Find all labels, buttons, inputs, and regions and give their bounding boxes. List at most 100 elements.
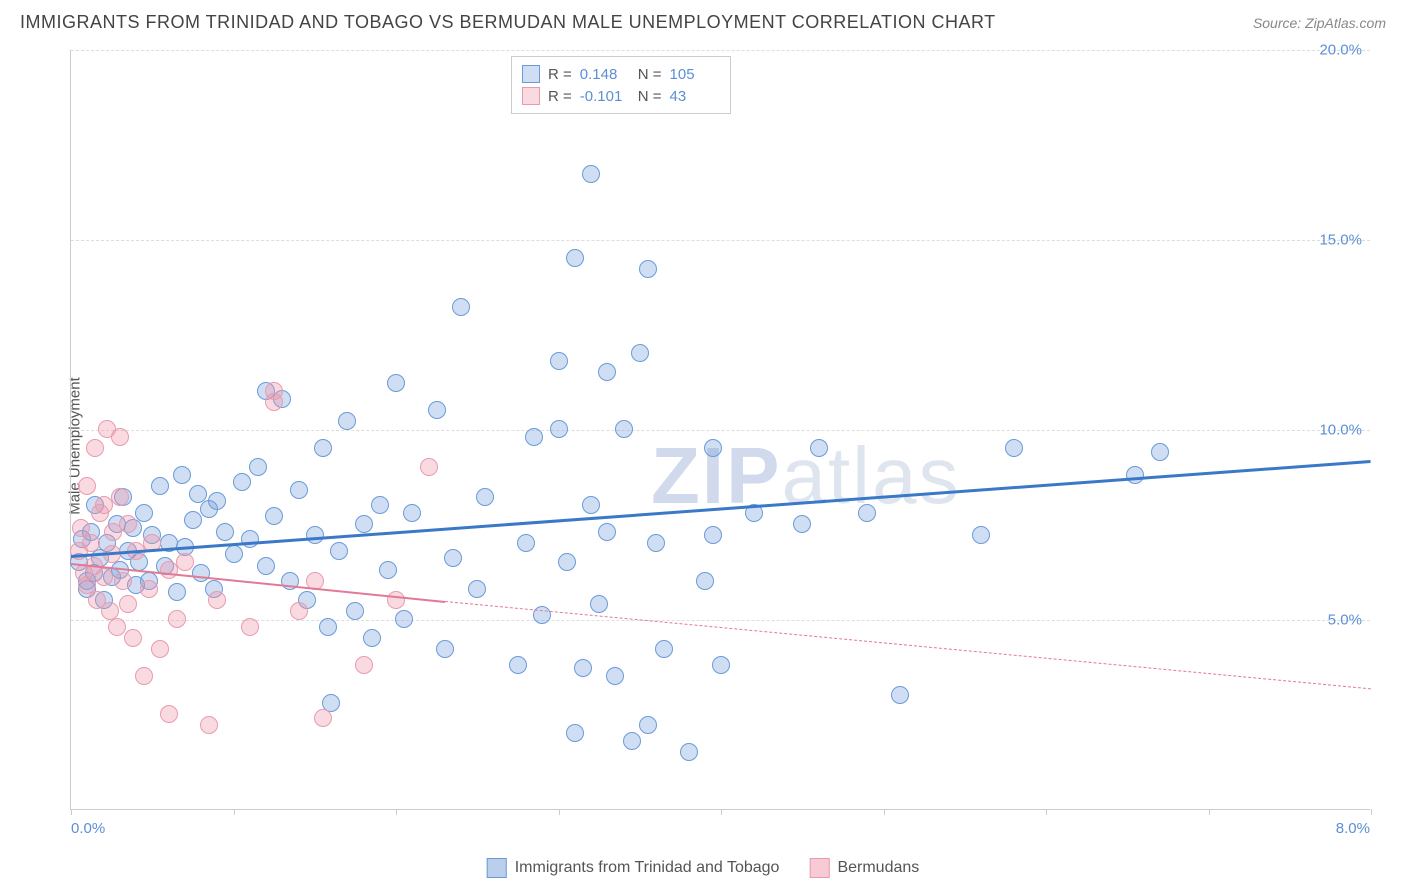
scatter-point xyxy=(265,393,283,411)
x-tick xyxy=(559,809,560,815)
scatter-point xyxy=(810,439,828,457)
correlation-stats-box: R =0.148N =105R =-0.101N =43 xyxy=(511,56,731,114)
y-tick-label: 20.0% xyxy=(1319,42,1362,59)
scatter-point xyxy=(151,477,169,495)
gridline xyxy=(71,620,1370,621)
scatter-point xyxy=(173,466,191,484)
scatter-point xyxy=(566,724,584,742)
scatter-point xyxy=(208,591,226,609)
scatter-point xyxy=(574,659,592,677)
legend-label: Bermudans xyxy=(837,859,919,877)
stats-r-value: -0.101 xyxy=(580,88,630,105)
y-tick-label: 15.0% xyxy=(1319,232,1362,249)
scatter-point xyxy=(712,656,730,674)
scatter-point xyxy=(647,534,665,552)
x-tick xyxy=(396,809,397,815)
scatter-point xyxy=(623,732,641,750)
scatter-point xyxy=(257,557,275,575)
scatter-point xyxy=(290,481,308,499)
scatter-point xyxy=(631,344,649,362)
scatter-point xyxy=(241,618,259,636)
x-tick xyxy=(234,809,235,815)
y-tick-label: 5.0% xyxy=(1328,612,1362,629)
scatter-point xyxy=(387,374,405,392)
scatter-point xyxy=(704,526,722,544)
x-tick xyxy=(1046,809,1047,815)
scatter-point xyxy=(140,580,158,598)
x-tick-label-left: 0.0% xyxy=(71,820,105,837)
scatter-point xyxy=(111,488,129,506)
gridline xyxy=(71,430,1370,431)
scatter-point xyxy=(582,165,600,183)
scatter-point xyxy=(241,530,259,548)
scatter-point xyxy=(371,496,389,514)
scatter-point xyxy=(160,705,178,723)
scatter-point xyxy=(517,534,535,552)
scatter-point xyxy=(639,716,657,734)
scatter-point xyxy=(525,428,543,446)
legend-swatch xyxy=(809,858,829,878)
scatter-point xyxy=(476,488,494,506)
scatter-point xyxy=(216,523,234,541)
legend: Immigrants from Trinidad and TobagoBermu… xyxy=(487,858,920,878)
stats-row: R =0.148N =105 xyxy=(522,63,720,85)
chart-title: IMMIGRANTS FROM TRINIDAD AND TOBAGO VS B… xyxy=(20,12,996,33)
scatter-point xyxy=(566,249,584,267)
x-tick xyxy=(1209,809,1210,815)
stats-swatch xyxy=(522,65,540,83)
scatter-point xyxy=(135,504,153,522)
scatter-point xyxy=(208,492,226,510)
scatter-point xyxy=(184,511,202,529)
scatter-point xyxy=(680,743,698,761)
scatter-point xyxy=(550,420,568,438)
scatter-point xyxy=(420,458,438,476)
scatter-point xyxy=(550,352,568,370)
scatter-point xyxy=(444,549,462,567)
scatter-point xyxy=(436,640,454,658)
scatter-point xyxy=(95,568,113,586)
scatter-point xyxy=(200,716,218,734)
stats-n-value: 43 xyxy=(670,88,720,105)
scatter-point xyxy=(639,260,657,278)
scatter-point xyxy=(598,523,616,541)
scatter-point xyxy=(704,439,722,457)
scatter-point xyxy=(509,656,527,674)
scatter-point xyxy=(972,526,990,544)
scatter-point xyxy=(119,515,137,533)
source-attribution: Source: ZipAtlas.com xyxy=(1253,15,1386,31)
scatter-point xyxy=(119,595,137,613)
scatter-point xyxy=(95,496,113,514)
scatter-point xyxy=(176,553,194,571)
legend-swatch xyxy=(487,858,507,878)
scatter-point xyxy=(160,561,178,579)
stats-r-label: R = xyxy=(548,88,572,105)
stats-swatch xyxy=(522,87,540,105)
scatter-point xyxy=(314,709,332,727)
scatter-point xyxy=(403,504,421,522)
scatter-point xyxy=(793,515,811,533)
scatter-point xyxy=(338,412,356,430)
scatter-point xyxy=(306,526,324,544)
stats-n-value: 105 xyxy=(670,66,720,83)
x-tick xyxy=(721,809,722,815)
scatter-point xyxy=(696,572,714,590)
scatter-point xyxy=(395,610,413,628)
gridline xyxy=(71,50,1370,51)
scatter-point xyxy=(168,610,186,628)
scatter-point xyxy=(114,572,132,590)
scatter-point xyxy=(615,420,633,438)
scatter-point xyxy=(1126,466,1144,484)
scatter-point xyxy=(655,640,673,658)
scatter-point xyxy=(379,561,397,579)
chart-container: ZIPatlas R =0.148N =105R =-0.101N =43 5.… xyxy=(50,50,1386,842)
x-tick xyxy=(1371,809,1372,815)
scatter-point xyxy=(265,507,283,525)
scatter-point xyxy=(346,602,364,620)
legend-item: Bermudans xyxy=(809,858,919,878)
plot-area: ZIPatlas R =0.148N =105R =-0.101N =43 5.… xyxy=(70,50,1370,810)
chart-header: IMMIGRANTS FROM TRINIDAD AND TOBAGO VS B… xyxy=(0,0,1406,41)
scatter-point xyxy=(192,564,210,582)
scatter-point xyxy=(314,439,332,457)
scatter-point xyxy=(428,401,446,419)
scatter-point xyxy=(319,618,337,636)
